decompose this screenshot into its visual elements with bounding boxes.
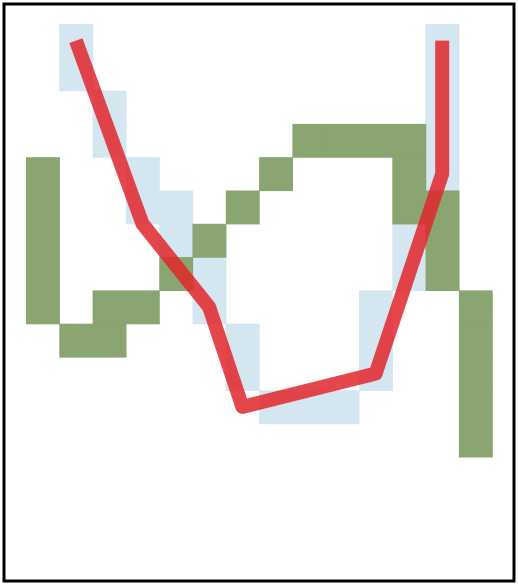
- blue-cell: [159, 190, 194, 225]
- green-cell: [425, 257, 460, 291]
- green-cell: [26, 223, 60, 258]
- green-cell: [325, 123, 360, 158]
- blue-cell: [325, 390, 360, 425]
- red-path-line: [69, 38, 450, 414]
- green-cells-layer: [26, 123, 493, 458]
- green-cell: [192, 223, 227, 258]
- green-cell: [458, 323, 493, 358]
- green-cell: [92, 323, 127, 358]
- green-cell: [125, 290, 160, 325]
- green-cell: [225, 190, 260, 225]
- green-cell: [458, 390, 493, 425]
- green-cell: [26, 290, 60, 325]
- green-cell: [92, 290, 127, 325]
- green-cell: [59, 323, 94, 358]
- green-cell: [26, 157, 60, 192]
- green-cell: [458, 423, 493, 458]
- green-cell: [259, 157, 293, 192]
- green-cell: [26, 257, 60, 291]
- green-cell: [458, 290, 493, 325]
- green-cell: [392, 123, 427, 158]
- green-cell: [425, 223, 460, 258]
- green-cell: [392, 157, 427, 192]
- green-cell: [26, 190, 60, 225]
- green-cell: [292, 123, 327, 158]
- green-cell: [359, 123, 393, 158]
- green-cell: [458, 357, 493, 391]
